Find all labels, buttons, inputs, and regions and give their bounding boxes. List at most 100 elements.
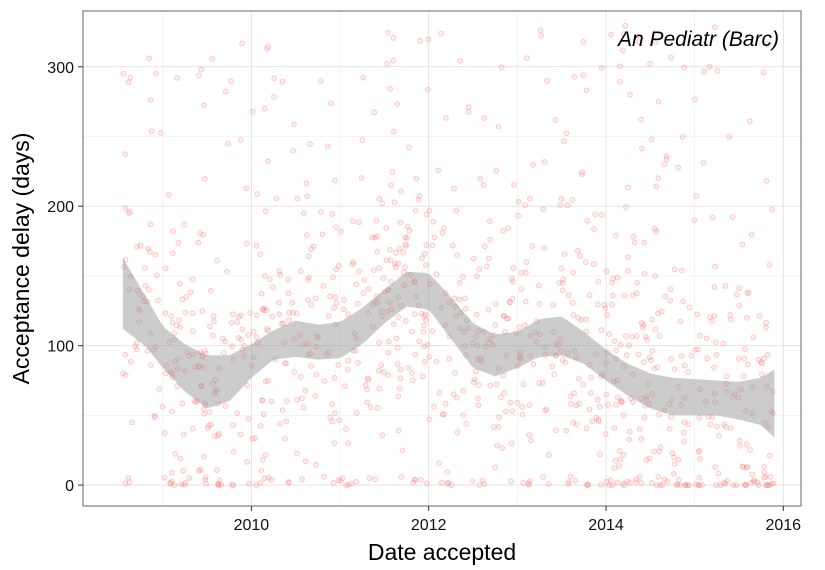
data-point bbox=[625, 184, 631, 191]
data-point bbox=[216, 431, 222, 437]
data-point bbox=[681, 438, 687, 445]
data-point bbox=[431, 234, 438, 241]
data-point bbox=[701, 41, 708, 47]
data-point bbox=[611, 338, 618, 344]
data-point bbox=[425, 86, 431, 93]
data-point bbox=[345, 440, 352, 446]
data-point bbox=[519, 403, 525, 410]
data-point bbox=[318, 209, 324, 216]
data-point bbox=[392, 260, 398, 267]
data-point bbox=[206, 422, 212, 429]
data-point bbox=[695, 346, 701, 353]
data-point bbox=[355, 359, 361, 366]
data-point bbox=[350, 259, 356, 266]
data-point bbox=[183, 293, 189, 300]
data-point bbox=[474, 273, 480, 280]
data-point bbox=[127, 208, 133, 215]
data-point bbox=[134, 340, 140, 346]
data-point bbox=[597, 404, 603, 410]
data-point bbox=[431, 404, 437, 410]
data-point bbox=[445, 480, 451, 487]
data-point bbox=[728, 316, 734, 323]
data-point bbox=[742, 482, 748, 488]
data-point bbox=[122, 480, 129, 487]
data-point bbox=[329, 211, 336, 217]
data-point bbox=[627, 91, 633, 98]
data-point bbox=[411, 311, 418, 318]
data-point bbox=[388, 182, 394, 189]
data-point bbox=[312, 392, 319, 399]
data-point bbox=[399, 447, 406, 454]
data-point bbox=[456, 296, 463, 303]
data-point bbox=[207, 323, 213, 330]
data-point bbox=[412, 207, 419, 214]
data-point bbox=[356, 219, 362, 226]
data-point bbox=[397, 366, 404, 373]
data-point bbox=[556, 279, 563, 286]
data-point bbox=[451, 295, 458, 302]
data-point bbox=[169, 319, 176, 326]
data-point bbox=[469, 478, 476, 484]
data-point bbox=[674, 481, 681, 488]
data-point bbox=[374, 233, 381, 240]
x-tick-label: 2010 bbox=[234, 517, 270, 534]
data-point bbox=[438, 30, 444, 37]
data-point bbox=[520, 381, 527, 387]
data-point bbox=[454, 394, 460, 401]
confidence-band bbox=[122, 257, 775, 438]
data-point bbox=[712, 339, 719, 346]
data-point bbox=[461, 295, 468, 302]
data-point bbox=[598, 481, 605, 488]
data-point bbox=[626, 428, 633, 435]
data-point bbox=[661, 476, 668, 483]
data-point bbox=[616, 463, 622, 469]
data-point bbox=[558, 265, 565, 272]
data-point bbox=[565, 292, 572, 299]
data-point bbox=[460, 412, 467, 418]
data-point bbox=[422, 262, 429, 268]
data-point bbox=[755, 356, 762, 363]
data-point bbox=[299, 395, 305, 402]
data-point bbox=[201, 176, 208, 182]
data-point bbox=[329, 401, 336, 407]
data-point bbox=[476, 266, 483, 273]
data-point bbox=[441, 225, 447, 231]
data-point bbox=[493, 167, 500, 174]
data-point bbox=[336, 417, 343, 424]
y-axis-title: Acceptance delay (days) bbox=[8, 133, 34, 385]
data-point bbox=[371, 267, 377, 274]
data-point bbox=[378, 362, 385, 369]
data-point bbox=[744, 464, 751, 471]
data-point bbox=[383, 225, 390, 231]
data-point bbox=[631, 239, 638, 246]
data-point bbox=[171, 482, 178, 488]
data-point bbox=[393, 335, 400, 342]
data-point bbox=[198, 66, 205, 73]
data-point bbox=[385, 372, 392, 378]
data-point bbox=[245, 332, 252, 338]
data-point bbox=[435, 167, 441, 174]
data-point bbox=[349, 261, 356, 268]
data-point bbox=[331, 375, 338, 381]
data-point bbox=[614, 274, 621, 281]
data-point bbox=[720, 421, 727, 428]
data-point bbox=[712, 464, 719, 470]
data-point bbox=[623, 352, 630, 359]
data-point bbox=[376, 265, 383, 272]
data-point bbox=[634, 279, 641, 286]
data-point bbox=[652, 39, 659, 46]
data-point bbox=[623, 333, 629, 339]
data-point bbox=[733, 482, 740, 488]
data-point bbox=[265, 474, 272, 481]
data-point bbox=[391, 128, 397, 135]
data-point bbox=[503, 315, 510, 322]
data-point bbox=[730, 482, 737, 488]
data-point bbox=[305, 276, 311, 283]
data-point bbox=[633, 476, 640, 483]
data-point bbox=[573, 421, 580, 427]
data-point bbox=[536, 301, 543, 307]
data-point bbox=[479, 477, 486, 484]
data-point bbox=[197, 230, 203, 236]
data-point bbox=[709, 214, 716, 221]
data-point bbox=[122, 351, 129, 358]
